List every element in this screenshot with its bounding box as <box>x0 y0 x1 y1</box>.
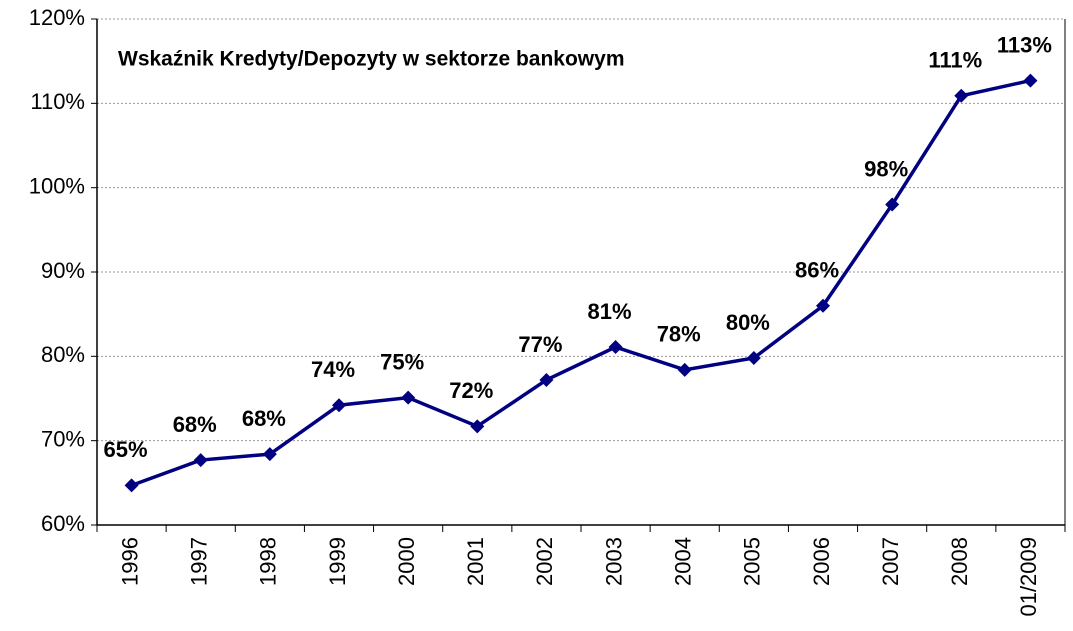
data-label: 78% <box>657 322 701 347</box>
data-marker <box>262 447 277 462</box>
data-marker <box>816 298 830 313</box>
data-label: 68% <box>173 412 217 437</box>
data-label: 74% <box>311 357 355 382</box>
data-label: 81% <box>588 299 632 324</box>
data-label: 113% <box>997 32 1052 57</box>
data-marker <box>746 351 761 366</box>
data-line <box>130 78 1031 488</box>
x-tick-label: 1996 <box>117 537 142 586</box>
data-label: 68% <box>242 406 286 431</box>
data-label: 98% <box>864 156 908 181</box>
data-marker <box>677 362 692 377</box>
y-tick-label: 100% <box>29 173 85 198</box>
x-tick-label: 2003 <box>601 537 626 586</box>
x-tick-label: 1998 <box>256 537 281 586</box>
x-tick-label: 2002 <box>532 537 557 586</box>
data-label: 75% <box>380 349 424 374</box>
data-marker <box>1023 73 1038 88</box>
data-label: 72% <box>449 378 493 403</box>
data-marker <box>332 398 346 413</box>
y-tick-label: 110% <box>30 89 85 114</box>
y-tick-label: 60% <box>41 511 85 536</box>
data-marker <box>193 453 208 468</box>
data-label: 86% <box>795 258 839 283</box>
x-tick-label: 2001 <box>463 537 488 586</box>
data-label: 77% <box>518 332 562 357</box>
data-marker <box>954 88 969 103</box>
data-marker <box>539 372 554 387</box>
data-label: 111% <box>928 48 982 73</box>
x-tick-label: 2005 <box>740 537 765 586</box>
data-marker <box>470 419 485 434</box>
x-tick-label: 2007 <box>878 537 903 586</box>
data-marker <box>608 340 623 355</box>
x-tick-label: 1997 <box>187 537 212 586</box>
x-tick-label: 01/2009 <box>1016 537 1041 617</box>
y-tick-label: 70% <box>41 426 85 451</box>
x-tick-label: 1999 <box>325 537 350 586</box>
x-tick-label: 2000 <box>394 537 419 586</box>
chart-title: Wskaźnik Kredyty/Depozyty w sektorze ban… <box>118 48 625 71</box>
y-tick-label: 90% <box>41 258 85 283</box>
x-tick-label: 2008 <box>947 537 972 586</box>
x-tick-label: 2004 <box>671 537 696 586</box>
y-tick-label: 120% <box>29 5 85 30</box>
data-marker <box>885 197 900 212</box>
y-tick-label: 80% <box>41 342 85 367</box>
data-marker <box>124 478 139 493</box>
x-tick-label: 2006 <box>809 537 834 586</box>
data-label: 80% <box>726 310 770 335</box>
data-marker <box>401 390 416 405</box>
data-label: 65% <box>104 437 148 462</box>
